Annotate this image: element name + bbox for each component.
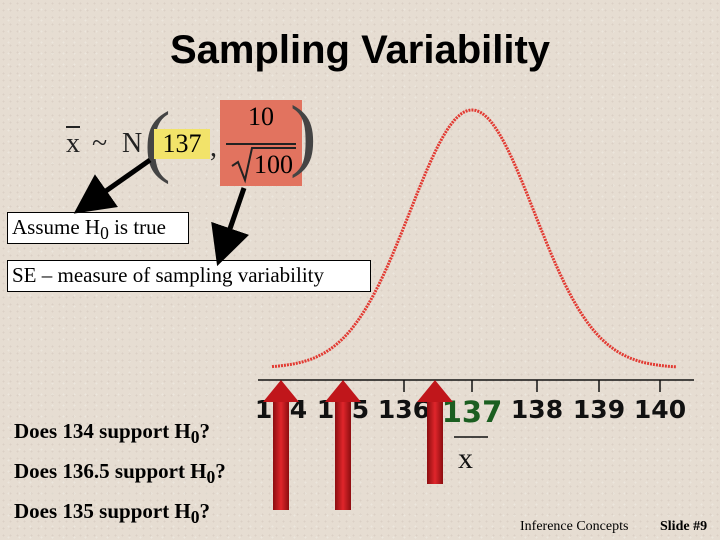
- formula-comma: ,: [210, 132, 217, 163]
- xbar-label: x: [458, 442, 473, 475]
- mean-pointer-arrow: [73, 157, 152, 214]
- assumption-text: Assume H: [12, 215, 101, 239]
- paren-close: ): [290, 91, 317, 179]
- question-136-5: Does 136.5 support H0?: [14, 454, 226, 494]
- question-135: Does 135 support H0?: [14, 494, 226, 534]
- q1-text: Does 134 support H: [14, 419, 191, 443]
- q1-sub: 0: [190, 427, 200, 448]
- se-denominator: 100: [254, 150, 293, 179]
- arrow-136-5: [417, 380, 453, 484]
- mean-box: 137: [154, 129, 210, 159]
- q1-mark: ?: [199, 419, 211, 443]
- sqrt-symbol: [226, 143, 296, 184]
- q2-sub: 0: [206, 467, 216, 488]
- se-note: SE – measure of sampling variability: [7, 260, 371, 292]
- tick-label-139: 139: [573, 395, 625, 424]
- formula-normal: N: [122, 128, 143, 159]
- q3-mark: ?: [199, 499, 211, 524]
- q3-sub: 0: [190, 507, 200, 528]
- arrow-135: [325, 380, 361, 510]
- q3-text: Does 135 support H: [14, 499, 191, 524]
- normal-curve: [271, 108, 677, 369]
- question-list: Does 134 support H0? Does 136.5 support …: [14, 414, 226, 535]
- slide-number: Slide #9: [660, 519, 708, 534]
- q2-mark: ?: [215, 459, 226, 484]
- footer-topic: Inference Concepts: [520, 519, 629, 534]
- slide-title: Sampling Variability: [169, 28, 551, 72]
- se-pointer-arrow: [211, 187, 250, 267]
- formula-xbar: x: [66, 128, 80, 159]
- tick-label-140: 140: [634, 395, 686, 424]
- question-134: Does 134 support H0?: [14, 414, 226, 454]
- assumption-note: Assume H0 is true: [7, 212, 189, 244]
- se-box: 10 100: [220, 100, 302, 186]
- assumption-sub: 0: [100, 223, 109, 244]
- tick-label-138: 138: [511, 395, 563, 424]
- arrow-134: [263, 380, 299, 510]
- assumption-text-tail: is true: [108, 215, 166, 239]
- q2-text: Does 136.5 support H: [14, 459, 207, 484]
- formula-tilde: ~: [92, 128, 108, 159]
- se-numerator: 10: [248, 102, 274, 131]
